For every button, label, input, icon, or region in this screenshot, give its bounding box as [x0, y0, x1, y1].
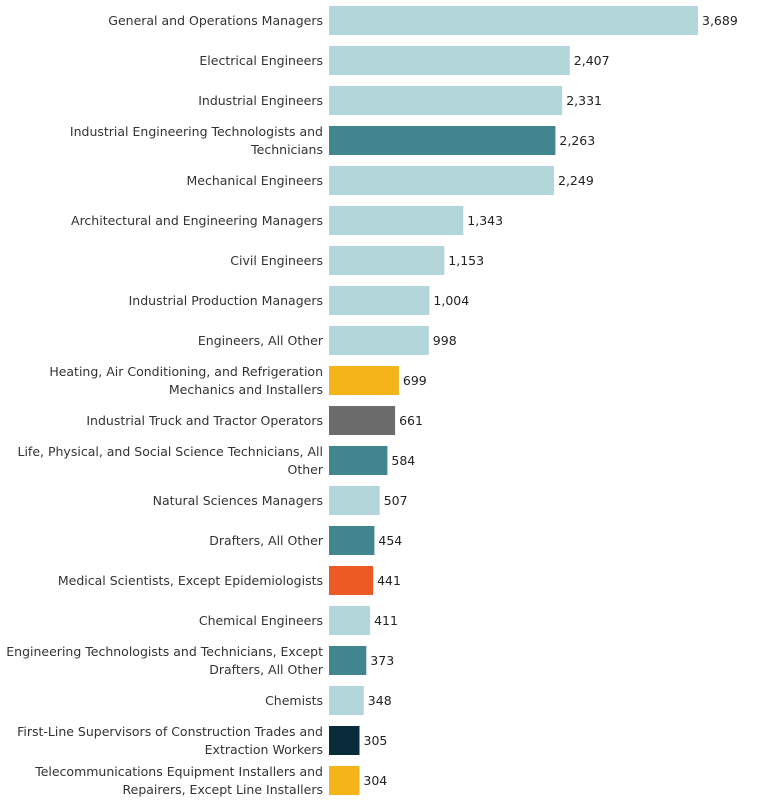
bar: [329, 446, 388, 475]
bar: [329, 86, 563, 115]
bar: [329, 166, 554, 195]
category-label: Engineers, All Other: [198, 333, 324, 348]
category-label-line: Engineers, All Other: [198, 333, 324, 348]
category-label-line: Architectural and Engineering Managers: [71, 213, 323, 228]
value-label: 2,331: [566, 93, 602, 108]
value-label: 454: [378, 533, 402, 548]
category-label-line: General and Operations Managers: [108, 13, 323, 28]
bar: [329, 126, 556, 155]
category-label-line: Drafters, All Other: [209, 662, 324, 677]
category-label: Industrial Engineering Technologists and…: [70, 124, 323, 157]
value-label: 3,689: [702, 13, 738, 28]
category-label: Industrial Engineers: [198, 93, 323, 108]
bar: [329, 6, 698, 35]
category-label-line: Electrical Engineers: [199, 53, 323, 68]
category-label-line: Mechanical Engineers: [187, 173, 324, 188]
category-label-line: Industrial Engineers: [198, 93, 323, 108]
value-label: 305: [364, 733, 388, 748]
value-label: 373: [370, 653, 394, 668]
value-label: 348: [368, 693, 392, 708]
bar: [329, 46, 570, 75]
bar: [329, 206, 464, 235]
value-label: 411: [374, 613, 398, 628]
category-label-line: Medical Scientists, Except Epidemiologis…: [58, 573, 323, 588]
category-label-line: First-Line Supervisors of Construction T…: [17, 724, 323, 739]
category-label-line: Life, Physical, and Social Science Techn…: [18, 444, 324, 459]
category-label: Engineering Technologists and Technician…: [6, 644, 324, 677]
bar: [329, 646, 367, 675]
category-label: Natural Sciences Managers: [153, 493, 323, 508]
category-label: Architectural and Engineering Managers: [71, 213, 323, 228]
category-label-line: Repairers, Except Line Installers: [123, 782, 323, 797]
category-label: Medical Scientists, Except Epidemiologis…: [58, 573, 323, 588]
category-label: Chemists: [265, 693, 323, 708]
bar: [329, 406, 396, 435]
category-label-line: Chemical Engineers: [199, 613, 323, 628]
value-label: 1,153: [448, 253, 484, 268]
category-label: Civil Engineers: [230, 253, 323, 268]
category-label: Heating, Air Conditioning, and Refrigera…: [49, 364, 323, 397]
category-label-line: Chemists: [265, 693, 323, 708]
category-label-line: Industrial Engineering Technologists and: [70, 124, 323, 139]
value-label: 441: [377, 573, 401, 588]
category-label-line: Industrial Truck and Tractor Operators: [86, 413, 323, 428]
category-label-line: Technicians: [250, 142, 323, 157]
bar: [329, 566, 374, 595]
category-label-line: Civil Engineers: [230, 253, 323, 268]
category-label: General and Operations Managers: [108, 13, 323, 28]
category-label: First-Line Supervisors of Construction T…: [17, 724, 323, 757]
category-label-line: Engineering Technologists and Technician…: [6, 644, 323, 659]
category-label-line: Mechanics and Installers: [169, 382, 323, 397]
category-label: Electrical Engineers: [199, 53, 323, 68]
category-label: Industrial Production Managers: [129, 293, 323, 308]
bar: [329, 686, 364, 715]
bar: [329, 246, 445, 275]
value-label: 1,343: [467, 213, 503, 228]
category-label: Telecommunications Equipment Installers …: [34, 764, 323, 797]
category-label-line: Other: [288, 462, 324, 477]
value-label: 661: [399, 413, 423, 428]
value-label: 507: [384, 493, 408, 508]
category-label-line: Natural Sciences Managers: [153, 493, 323, 508]
category-label-line: Heating, Air Conditioning, and Refrigera…: [49, 364, 323, 379]
bar: [329, 606, 371, 635]
category-label-line: Industrial Production Managers: [129, 293, 323, 308]
category-label-line: Extraction Workers: [205, 742, 323, 757]
value-label: 2,407: [574, 53, 610, 68]
category-label: Life, Physical, and Social Science Techn…: [18, 444, 324, 477]
value-label: 2,263: [559, 133, 595, 148]
category-label: Mechanical Engineers: [187, 173, 324, 188]
value-label: 584: [391, 453, 415, 468]
value-label: 998: [433, 333, 457, 348]
value-label: 699: [403, 373, 427, 388]
value-label: 1,004: [433, 293, 469, 308]
category-label: Industrial Truck and Tractor Operators: [86, 413, 323, 428]
category-label-line: Drafters, All Other: [209, 533, 324, 548]
category-label: Drafters, All Other: [209, 533, 324, 548]
value-label: 2,249: [558, 173, 594, 188]
category-label-line: Telecommunications Equipment Installers …: [34, 764, 323, 779]
bar: [329, 326, 429, 355]
bar: [329, 526, 375, 555]
bar: [329, 286, 430, 315]
bar: [329, 766, 360, 795]
value-label: 304: [363, 773, 387, 788]
category-label: Chemical Engineers: [199, 613, 323, 628]
bar: [329, 486, 380, 515]
bar: [329, 366, 399, 395]
bar: [329, 726, 360, 755]
